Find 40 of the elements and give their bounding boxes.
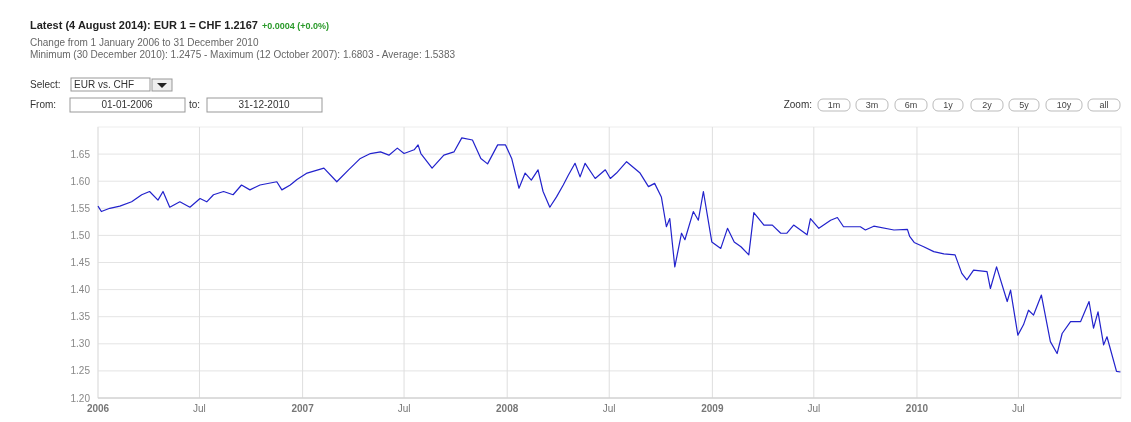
text: Minimum (30 December 2010): 1.2475 - Maximum (12 October 2007): 1.6803 - Average: 1.5383 [30, 49, 456, 60]
text: all [1099, 100, 1109, 110]
text: EUR vs. CHF [74, 79, 134, 90]
chart-subtitle: Change from 1 January 2006 to 31 December 2010 [30, 37, 259, 48]
x-tick-label: Jul [1012, 403, 1025, 414]
x-tick-label: 2009 [701, 403, 724, 414]
y-tick-label: 1.25 [70, 365, 91, 377]
x-tick-label: Jul [193, 403, 206, 414]
line-series [97, 137, 1122, 373]
text: 1y [943, 100, 954, 110]
y-tick-label: 1.30 [70, 338, 91, 350]
text: Select: [30, 79, 61, 90]
text: +0.0004 (+0.0%) [261, 21, 329, 31]
x-tick-label: 2006 [86, 403, 110, 414]
y-tick-label: 1.50 [70, 229, 91, 241]
x-tick-label: Jul [397, 403, 411, 414]
x-tick-label: 2010 [905, 403, 929, 414]
y-tick-label: 1.55 [70, 202, 91, 214]
y-tick-label: 1.35 [70, 311, 91, 323]
y-tick-label: 1.65 [70, 148, 91, 160]
text: 2y [982, 100, 993, 110]
text: 5y [1019, 100, 1030, 110]
text: 31-12-2010 [238, 99, 291, 110]
text: Zoom: [783, 99, 812, 110]
text: 6m [904, 100, 918, 110]
y-tick-label: 1.20 [70, 392, 91, 404]
text: to: [189, 99, 201, 110]
text: 1m [827, 100, 841, 110]
chart-title: Latest (4 August 2014): EUR 1 = CHF 1.2167 [30, 19, 258, 31]
x-tick-label: Jul [807, 403, 821, 414]
x-tick-label: 2007 [291, 403, 315, 414]
text: 10y [1056, 100, 1072, 110]
text: From: [30, 99, 57, 110]
y-tick-label: 1.60 [70, 175, 91, 187]
y-tick-label: 1.40 [70, 284, 91, 296]
y-tick-label: 1.45 [70, 257, 91, 268]
text: 3m [865, 100, 879, 110]
text: 01-01-2006 [101, 99, 154, 110]
x-tick-label: 2008 [496, 403, 519, 414]
x-tick-label: Jul [602, 403, 616, 414]
